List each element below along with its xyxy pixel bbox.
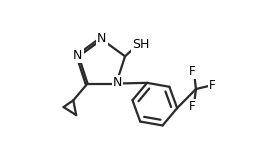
Text: N: N [73,49,83,62]
Text: F: F [189,65,196,78]
Text: N: N [97,32,107,45]
Text: N: N [113,76,122,89]
Text: F: F [209,79,216,92]
Text: F: F [189,100,196,113]
Text: SH: SH [132,38,150,51]
